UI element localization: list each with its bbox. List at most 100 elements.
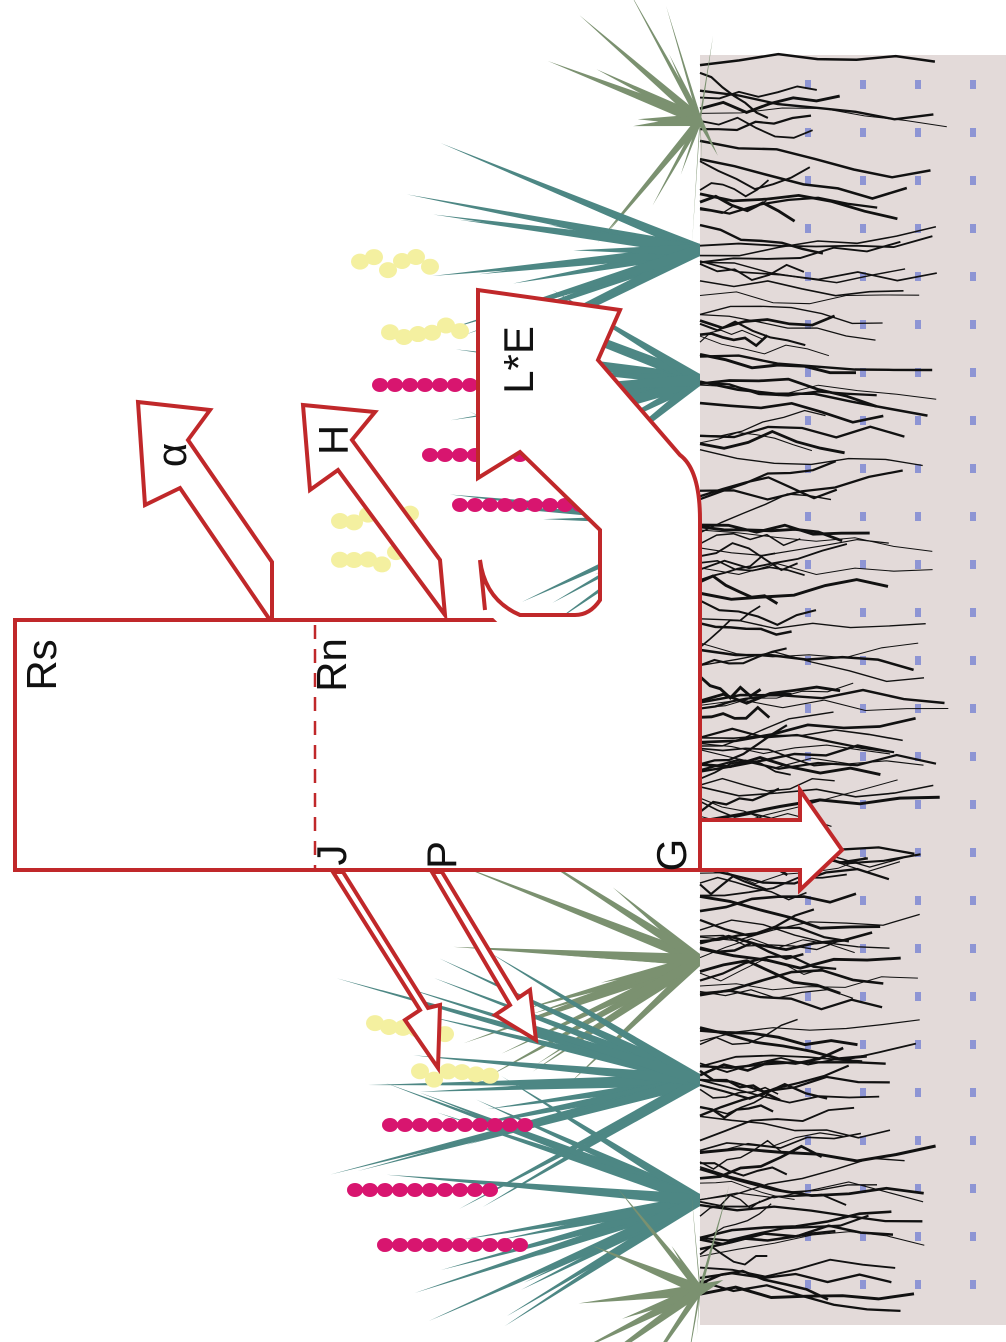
dot [805,512,811,521]
flux-label: Rs [18,639,65,690]
dot [970,1280,976,1289]
dot [860,176,866,185]
flower [512,498,528,512]
seed-head [451,323,469,339]
j-arrow [333,872,440,1068]
flower [497,498,513,512]
flower [392,1183,408,1197]
dot [805,992,811,1001]
flower [362,1183,378,1197]
dot [970,224,976,233]
dot [805,416,811,425]
flower [482,1183,498,1197]
leaf [597,114,700,243]
flower [407,1183,423,1197]
dot [915,1136,921,1145]
flux-label: G [648,839,695,872]
dot [970,368,976,377]
dot [970,608,976,617]
dot [915,608,921,617]
flower [387,378,403,392]
flux-label: H [310,425,357,455]
dot [970,656,976,665]
dot [970,464,976,473]
dot [860,128,866,137]
dot [915,560,921,569]
flux-label: Rn [308,638,355,692]
dot [970,800,976,809]
dot [915,416,921,425]
flower [497,1238,513,1252]
flower [377,1238,393,1252]
dot [915,512,921,521]
flux-label: α [148,443,195,467]
flower [432,378,448,392]
dot [860,512,866,521]
dot [970,128,976,137]
flower [407,1238,423,1252]
dot [970,272,976,281]
flower [412,1118,428,1132]
dot [915,1232,921,1241]
dot [915,656,921,665]
seed-head [373,556,391,572]
flower [482,498,498,512]
dot [915,80,921,89]
flower [402,378,418,392]
dot [805,368,811,377]
dot [915,944,921,953]
dot [805,1280,811,1289]
dot [970,1136,976,1145]
energy-balance-diagram: Rs Rn α H L*E J P G [0,0,1006,1342]
dot [970,80,976,89]
flower [452,498,468,512]
flower [427,1118,443,1132]
flower [487,1118,503,1132]
flower [512,1238,528,1252]
dot [860,224,866,233]
dot [970,752,976,761]
flux-label: J [308,845,355,866]
flower [447,378,463,392]
dot [860,1088,866,1097]
flower [457,1118,473,1132]
flower [382,1118,398,1132]
dot [915,320,921,329]
dot [970,992,976,1001]
flower [372,378,388,392]
dot [915,128,921,137]
seed-head [481,1068,499,1084]
dot [860,464,866,473]
dot [805,224,811,233]
seed-head [365,249,383,265]
dot [860,704,866,713]
dot [805,272,811,281]
dot [970,416,976,425]
flower [482,1238,498,1252]
flower [462,378,478,392]
dot [970,512,976,521]
dot [970,1184,976,1193]
flower [377,1183,393,1197]
flower [542,498,558,512]
flux-label: P [418,841,465,869]
flower [517,1118,533,1132]
dot [915,1088,921,1097]
flower [437,1183,453,1197]
flower [397,1118,413,1132]
flower [527,498,543,512]
alpha-arrow [138,402,272,620]
dot [915,992,921,1001]
dot [860,752,866,761]
flower [422,1238,438,1252]
dot [915,176,921,185]
dot [860,944,866,953]
dot [970,704,976,713]
flower [417,378,433,392]
flower [467,1238,483,1252]
dot [915,1280,921,1289]
flower [437,1238,453,1252]
flower [452,1238,468,1252]
dot [970,1088,976,1097]
dot [970,896,976,905]
